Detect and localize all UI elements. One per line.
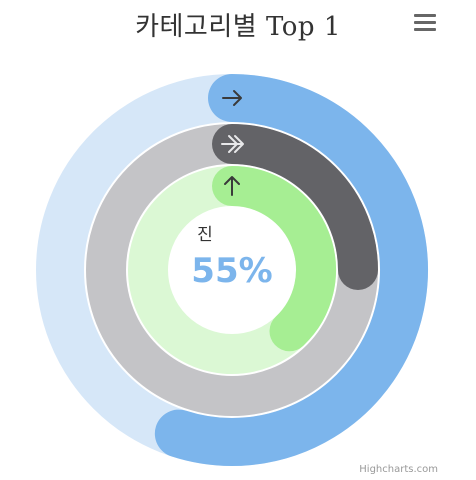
gauge-bar-2[interactable]	[212, 124, 378, 290]
arrow-right-icon	[222, 90, 242, 106]
credits-link[interactable]: Highcharts.com	[359, 464, 438, 475]
center-value: 55%	[191, 251, 272, 291]
chart-title: 카테고리별 Top 1	[135, 12, 341, 42]
hamburger-menu-icon[interactable]	[414, 14, 436, 34]
gauge-bar-1[interactable]	[154, 74, 428, 466]
arrow-up-icon	[224, 176, 240, 196]
gauge-bar-3[interactable]	[212, 166, 336, 352]
double-arrow-right-icon	[221, 135, 244, 153]
center-label: 진	[197, 225, 213, 245]
